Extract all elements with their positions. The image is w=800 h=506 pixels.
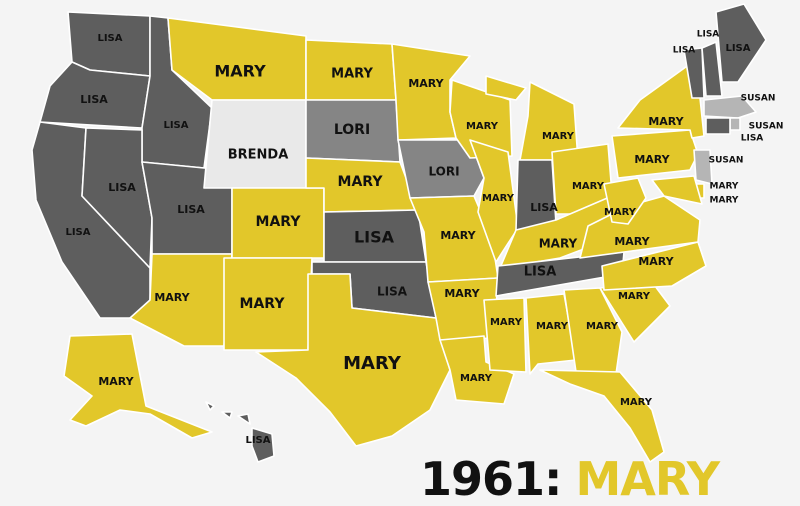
state-label-mn: MARY <box>408 77 444 90</box>
state-label-ia: LORI <box>428 165 459 179</box>
state-label-ri: SUSAN <box>749 122 784 132</box>
state-nh <box>701 41 723 97</box>
state-label-de: MARY <box>710 182 739 192</box>
state-label-nh: LISA <box>697 30 720 40</box>
state-label-ms: MARY <box>490 317 523 328</box>
state-labels: LISALISALISALISALISALISAMARYMARYBRENDAMA… <box>65 30 783 447</box>
state-label-vt: LISA <box>673 46 696 56</box>
state-ms <box>483 297 527 373</box>
state-label-tx: MARY <box>343 353 402 374</box>
state-label-la: MARY <box>460 373 493 384</box>
state-label-mo: MARY <box>440 229 476 242</box>
state-label-va: MARY <box>614 235 650 248</box>
state-label-oh: MARY <box>572 181 605 192</box>
state-label-il: MARY <box>482 193 515 204</box>
state-tx <box>255 273 451 447</box>
state-label-id: LISA <box>163 120 188 131</box>
state-label-ok: LISA <box>377 285 408 299</box>
state-ri <box>729 117 741 131</box>
state-ny <box>617 63 705 139</box>
state-label-nc: MARY <box>638 255 674 268</box>
state-al <box>525 293 577 375</box>
state-label-sd: LORI <box>334 122 370 138</box>
state-label-ct: LISA <box>741 134 764 144</box>
state-label-wa: LISA <box>97 33 122 44</box>
state-shapes <box>31 3 767 463</box>
state-ma <box>703 95 757 119</box>
state-label-ca: LISA <box>65 227 90 238</box>
state-la <box>439 335 515 405</box>
state-label-co: MARY <box>256 214 302 230</box>
state-label-mt: MARY <box>214 62 266 81</box>
state-label-ky: MARY <box>539 237 578 251</box>
state-label-ga: MARY <box>586 321 619 332</box>
state-label-sc: MARY <box>618 291 651 302</box>
state-ak <box>63 333 213 439</box>
state-fl <box>539 369 665 463</box>
state-label-ma: SUSAN <box>741 94 776 104</box>
state-label-ny: MARY <box>648 115 684 128</box>
state-label-wi: MARY <box>466 121 499 132</box>
state-label-hi: LISA <box>245 435 270 446</box>
state-label-mi: MARY <box>542 131 575 142</box>
state-label-az: MARY <box>154 291 190 304</box>
state-label-ks: LISA <box>354 228 395 247</box>
state-label-wv: MARY <box>604 207 637 218</box>
state-label-nd: MARY <box>331 67 373 82</box>
state-label-wy: BRENDA <box>228 148 289 163</box>
state-label-fl: MARY <box>620 397 653 408</box>
state-label-in: LISA <box>530 201 558 214</box>
state-wy <box>203 99 307 189</box>
state-wv <box>603 177 647 225</box>
state-label-me: LISA <box>725 43 750 54</box>
state-nj <box>693 149 713 185</box>
state-label-nm: MARY <box>240 296 286 312</box>
state-label-tn: LISA <box>524 265 557 280</box>
headline-name: MARY <box>575 452 720 506</box>
state-label-ar: MARY <box>444 287 480 300</box>
state-label-ne: MARY <box>338 174 384 190</box>
state-vt <box>683 47 705 99</box>
state-wi <box>449 79 513 159</box>
headline-year: 1961: <box>420 452 562 506</box>
state-il <box>469 139 519 263</box>
state-in <box>515 159 557 231</box>
state-me <box>715 3 767 83</box>
headline: 1961: MARY <box>420 452 800 506</box>
state-ct <box>705 117 731 135</box>
state-hi <box>205 401 275 463</box>
state-label-or: LISA <box>80 93 108 106</box>
state-label-md: MARY <box>710 196 739 206</box>
state-label-ak: MARY <box>98 375 134 388</box>
state-nc <box>601 241 707 291</box>
state-ga <box>563 287 623 375</box>
state-label-nj: SUSAN <box>709 156 744 166</box>
state-label-nv: LISA <box>108 181 136 194</box>
state-label-ut: LISA <box>177 203 205 216</box>
state-md <box>651 175 703 205</box>
state-label-pa: MARY <box>634 153 670 166</box>
state-label-al: MARY <box>536 321 569 332</box>
